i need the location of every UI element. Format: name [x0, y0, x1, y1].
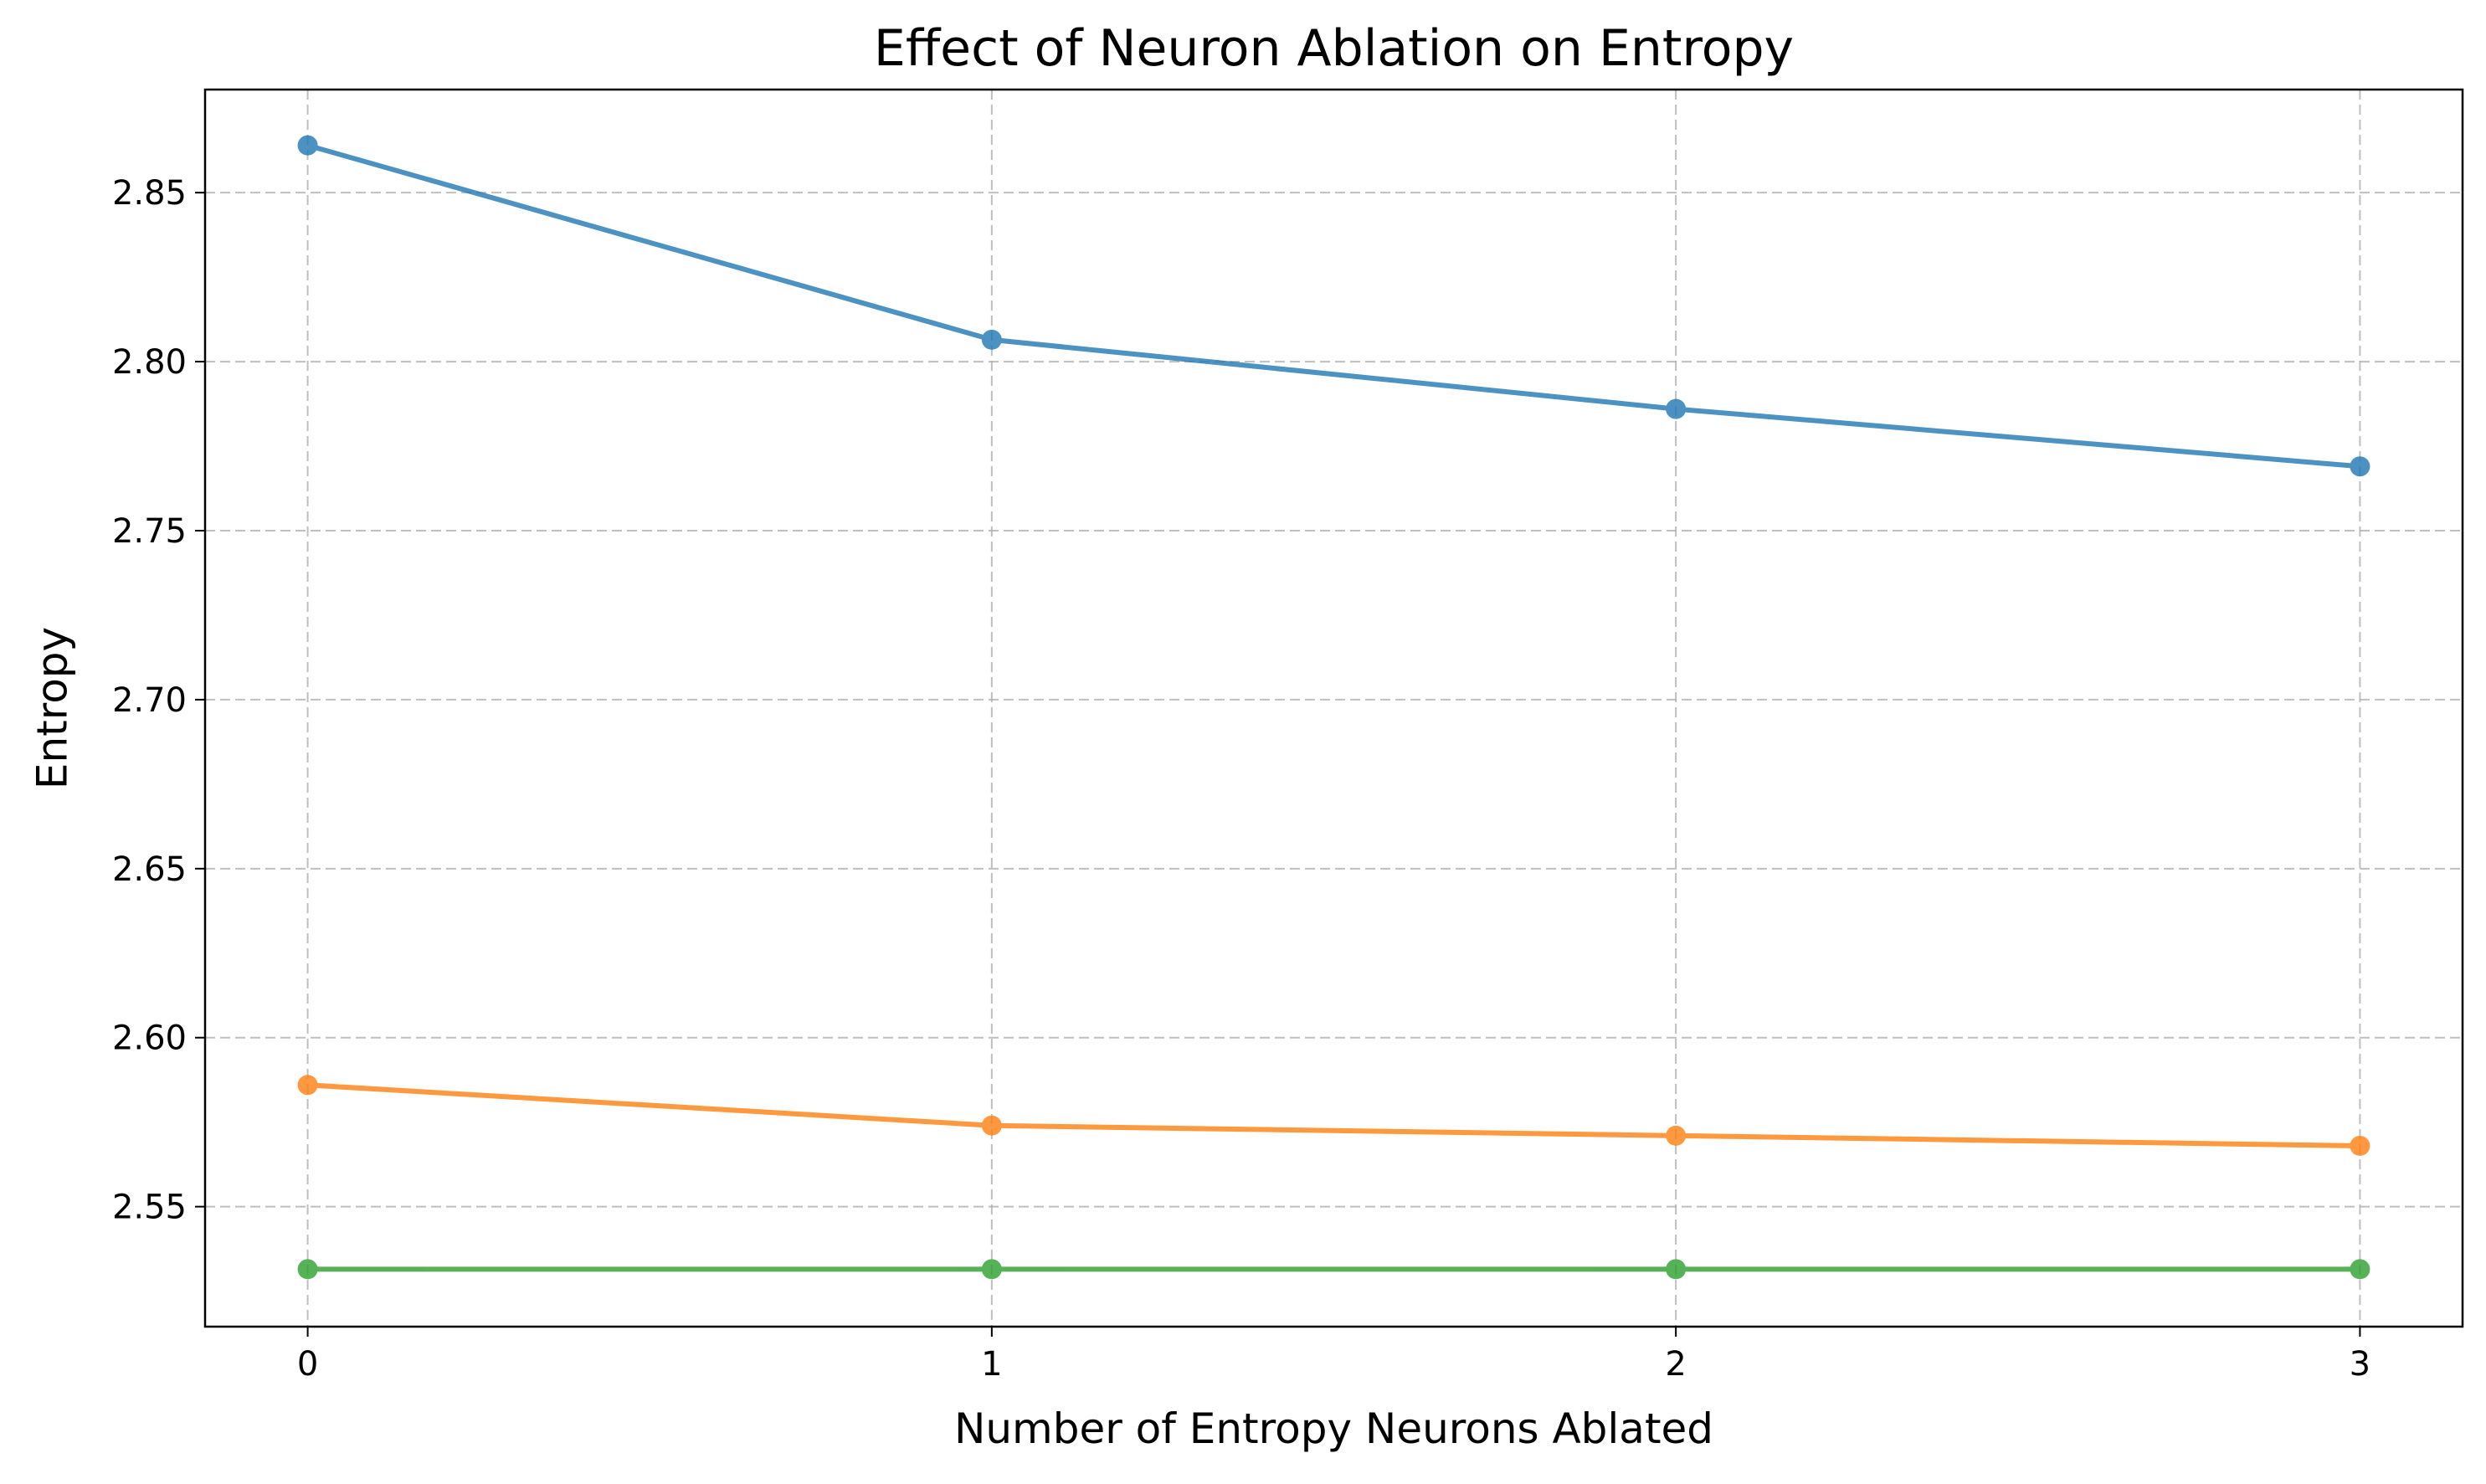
axis-ticks: 0 1 2 3 2.55 2.60 2.65 2.70 2.75 2.80 2.85	[112, 174, 2370, 1384]
data-point	[2350, 1135, 2370, 1156]
series-0	[297, 135, 2370, 477]
data-point	[981, 1259, 1002, 1280]
plot-frame	[203, 88, 2464, 1328]
x-tick-label: 0	[297, 1345, 318, 1384]
data-point	[297, 1259, 318, 1280]
x-tick-label: 1	[981, 1345, 1002, 1384]
data-point	[1666, 1125, 1687, 1146]
data-point	[297, 1075, 318, 1096]
data-point	[981, 1115, 1002, 1136]
data-point	[1666, 1259, 1687, 1280]
series-2	[297, 1259, 2370, 1280]
chart-title: Effect of Neuron Ablation on Entropy	[874, 19, 1794, 78]
x-axis-label: Number of Entropy Neurons Ablated	[954, 1404, 1713, 1453]
data-point	[1666, 398, 1687, 419]
y-tick-label: 2.60	[112, 1019, 187, 1058]
data-point	[2350, 1259, 2370, 1280]
series-line	[305, 1082, 2363, 1148]
data-point	[297, 135, 318, 156]
y-axis-label: Entropy	[28, 627, 77, 789]
y-tick-label: 2.80	[112, 343, 187, 382]
y-tick-label: 2.70	[112, 681, 187, 720]
series-line	[305, 142, 2363, 470]
x-tick-label: 2	[1665, 1345, 1686, 1384]
x-tick-label: 3	[2350, 1345, 2370, 1384]
y-tick-label: 2.65	[112, 850, 187, 889]
series-lines	[297, 135, 2370, 1280]
series-1	[297, 1075, 2370, 1156]
y-tick-label: 2.55	[112, 1189, 187, 1227]
data-point	[981, 329, 1002, 350]
y-tick-label: 2.85	[112, 174, 187, 213]
data-point	[2350, 456, 2370, 477]
y-tick-label: 2.75	[112, 512, 187, 551]
